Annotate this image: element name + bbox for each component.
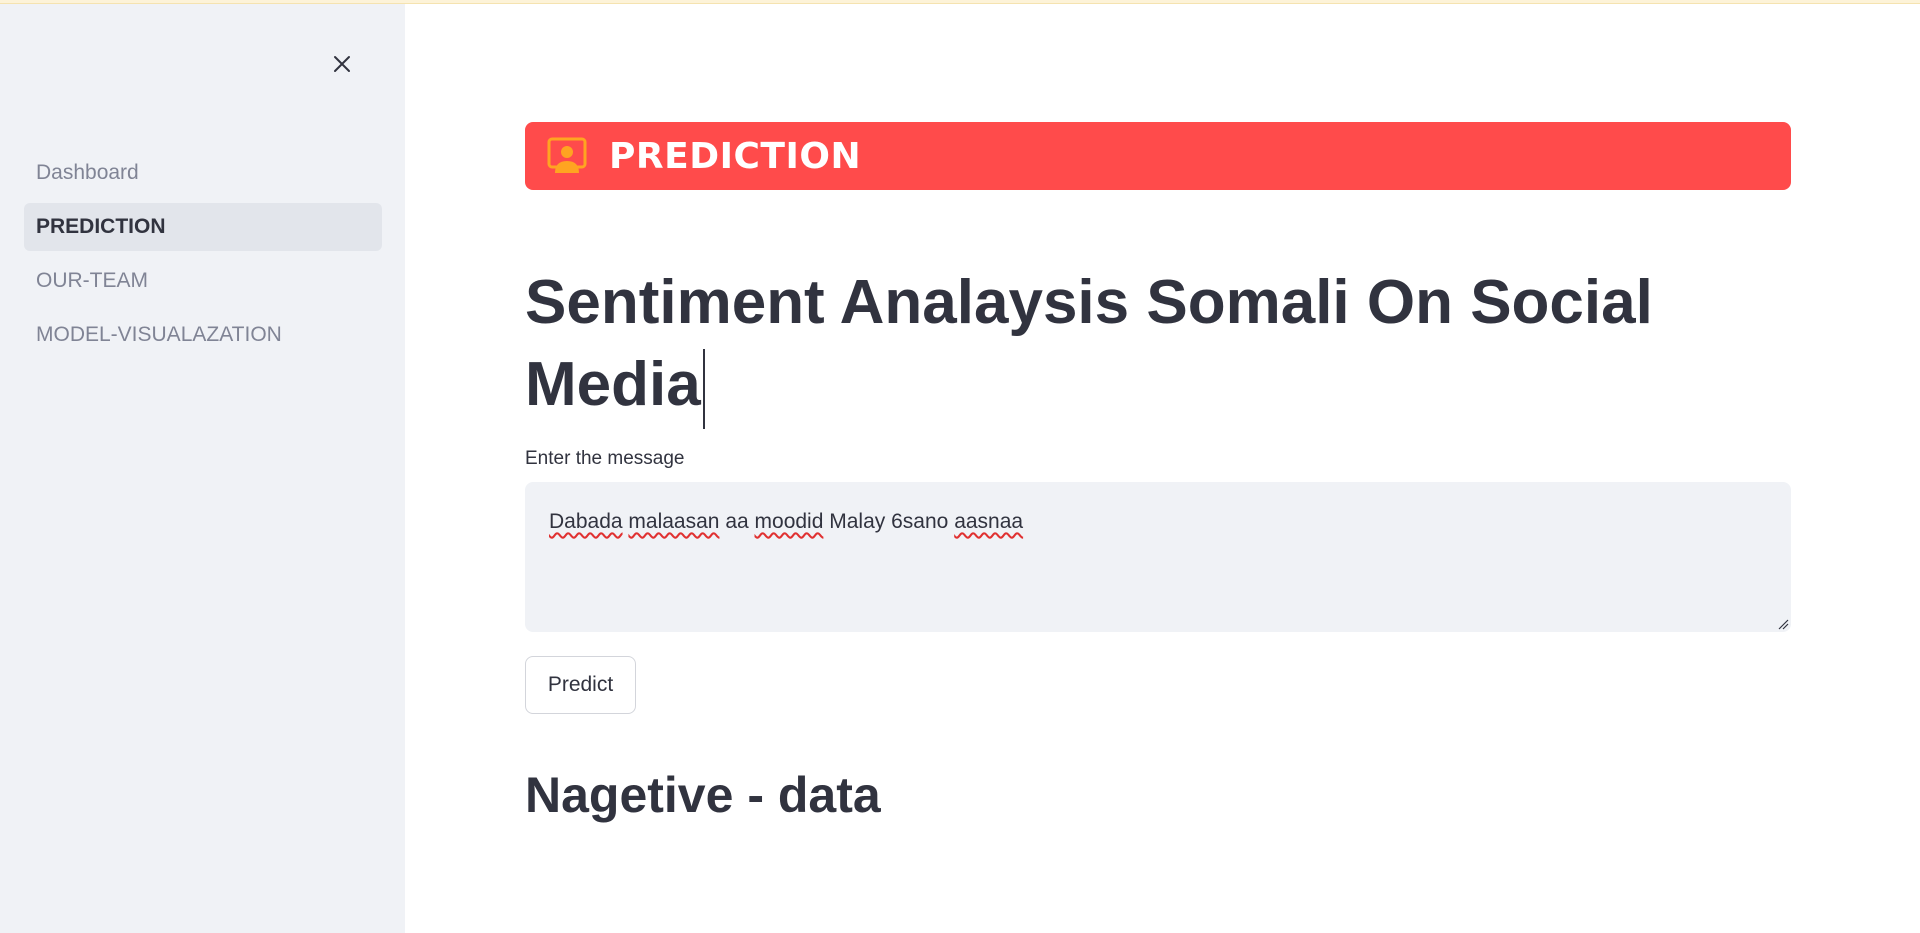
sidebar-item-label: OUR-TEAM: [36, 269, 148, 292]
close-sidebar-button[interactable]: [326, 48, 358, 80]
sidebar-item-label: PREDICTION: [36, 215, 166, 238]
sidebar: Dashboard PREDICTION OUR-TEAM MODEL-VISU…: [0, 4, 405, 933]
close-icon: [334, 56, 350, 72]
sidebar-item-prediction[interactable]: PREDICTION: [24, 203, 382, 251]
sidebar-item-label: Dashboard: [36, 161, 139, 184]
prediction-banner: PREDICTION: [525, 122, 1791, 190]
page-title-line1: Sentiment Analaysis Somali On Social: [525, 268, 1653, 337]
sidebar-item-dashboard[interactable]: Dashboard: [24, 149, 382, 197]
message-textarea[interactable]: Dabada malaasan aa moodid Malay 6sano aa…: [525, 482, 1791, 632]
message-word: 6sano: [891, 510, 949, 533]
sidebar-item-label: MODEL-VISUALAZATION: [36, 323, 282, 346]
message-word: aasnaa: [954, 510, 1024, 533]
main-content: PREDICTION Sentiment Analaysis Somali On…: [405, 4, 1920, 933]
message-word: malaasan: [628, 510, 720, 533]
banner-title: PREDICTION: [609, 135, 862, 177]
message-word: Dabada: [549, 510, 623, 533]
prediction-result: Nagetive - data: [525, 767, 881, 823]
text-cursor: [702, 348, 705, 429]
message-word: aa: [725, 510, 749, 533]
message-word: moodid: [754, 510, 824, 533]
page-title: Sentiment Analaysis Somali On Social Med…: [525, 262, 1791, 429]
message-word: Malay: [829, 510, 886, 533]
sidebar-item-our-team[interactable]: OUR-TEAM: [24, 257, 382, 305]
page-title-line2: Media: [525, 350, 701, 419]
sidebar-item-model-visualazation[interactable]: MODEL-VISUALAZATION: [24, 311, 382, 359]
resize-grip-icon[interactable]: [1777, 618, 1789, 630]
message-label: Enter the message: [525, 448, 685, 469]
top-decoration-line: [0, 0, 1920, 4]
sidebar-nav: Dashboard PREDICTION OUR-TEAM MODEL-VISU…: [24, 149, 382, 365]
predict-button[interactable]: Predict: [525, 656, 636, 714]
presenter-icon: [547, 136, 587, 176]
